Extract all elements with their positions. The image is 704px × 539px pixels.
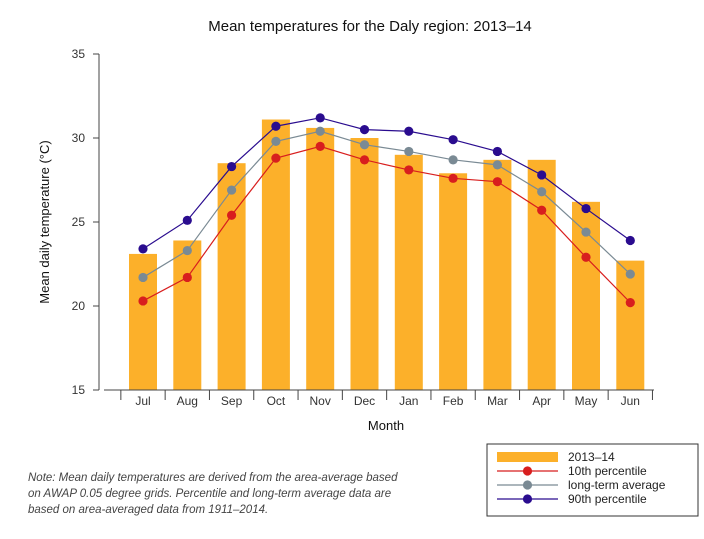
series-line-10th-percentile	[142, 145, 631, 304]
bar-oct	[261, 119, 290, 391]
bar-jan	[394, 154, 423, 390]
bar-apr	[527, 159, 556, 390]
legend-marker-long-term-average	[522, 480, 533, 490]
x-tick-label-nov: Nov	[310, 394, 331, 408]
point-90th-percentile-dec	[359, 125, 370, 135]
bars-layer	[129, 119, 645, 391]
point-long-term-average-feb	[448, 155, 458, 165]
point-long-term-average-aug	[182, 245, 192, 256]
y-tick-label-35: 35	[72, 47, 86, 61]
x-tick-label-dec: Dec	[354, 394, 375, 408]
y-tick-label-15: 15	[72, 383, 86, 397]
point-long-term-average-nov	[315, 126, 325, 136]
footnote: Note: Mean daily temperatures are derive…	[28, 472, 398, 516]
legend-marker-10th-percentile	[522, 466, 533, 476]
legend-label-10th-percentile: 10th percentile	[568, 464, 647, 478]
chart-title: Mean temperatures for the Daly region: 2…	[208, 18, 532, 35]
x-tick-label-apr: Apr	[532, 394, 551, 408]
point-long-term-average-sep	[227, 185, 237, 195]
lines-layer	[138, 113, 635, 308]
point-90th-percentile-apr	[537, 170, 547, 180]
point-long-term-average-apr	[537, 187, 547, 197]
point-10th-percentile-feb	[448, 173, 458, 183]
x-tick-label-jul: Jul	[135, 394, 150, 408]
y-axis-label: Mean daily temperature (°C)	[37, 140, 52, 303]
point-long-term-average-dec	[359, 140, 370, 150]
point-long-term-average-mar	[492, 160, 502, 170]
point-10th-percentile-oct	[271, 153, 281, 163]
x-tick-label-feb: Feb	[443, 394, 464, 408]
point-10th-percentile-sep	[227, 210, 237, 220]
point-90th-percentile-jun	[625, 235, 635, 246]
bar-feb	[439, 173, 468, 390]
series-line-long-term-average	[142, 130, 631, 278]
x-tick-label-jun: Jun	[621, 394, 640, 408]
point-90th-percentile-jul	[138, 244, 148, 254]
point-10th-percentile-jan	[404, 165, 414, 175]
point-90th-percentile-may	[581, 203, 591, 214]
bar-sep	[217, 163, 246, 390]
x-tick-label-may: May	[575, 394, 598, 408]
x-tick-label-mar: Mar	[487, 394, 508, 408]
x-tick-label-sep: Sep	[221, 394, 243, 408]
axes-layer: 15 20 25 30 35 Jul Aug Sep Oct Nov Dec Jan Feb Mar Apr…	[72, 47, 654, 408]
x-axis-label: Month	[368, 418, 404, 433]
legend-label-long-term-average: long-term average	[568, 478, 666, 492]
bar-jun	[616, 260, 645, 390]
x-tick-label-oct: Oct	[267, 394, 286, 408]
point-90th-percentile-aug	[182, 215, 192, 225]
point-10th-percentile-apr	[537, 205, 547, 215]
bar-mar	[483, 159, 512, 390]
y-tick-label-30: 30	[72, 131, 86, 145]
x-tick-label-aug: Aug	[177, 394, 198, 408]
point-90th-percentile-feb	[448, 135, 458, 145]
point-long-term-average-jan	[404, 146, 414, 157]
point-90th-percentile-mar	[492, 146, 502, 157]
legend-marker-90th-percentile	[522, 494, 533, 504]
point-90th-percentile-oct	[271, 121, 281, 131]
series-line-90th-percentile	[142, 117, 631, 250]
legend-label-bars: 2013–14	[568, 450, 615, 464]
legend-label-90th-percentile: 90th percentile	[568, 492, 647, 506]
y-tick-label-25: 25	[72, 215, 86, 229]
point-10th-percentile-mar	[492, 177, 502, 187]
point-long-term-average-jul	[138, 272, 148, 283]
bar-nov	[306, 127, 335, 391]
x-tick-label-jan: Jan	[399, 394, 418, 408]
point-long-term-average-jun	[625, 269, 635, 279]
point-10th-percentile-jun	[625, 298, 635, 308]
point-long-term-average-may	[581, 227, 591, 237]
y-tick-label-20: 20	[72, 299, 86, 313]
point-90th-percentile-sep	[227, 161, 237, 172]
point-10th-percentile-nov	[315, 141, 325, 151]
point-10th-percentile-may	[581, 252, 591, 262]
point-10th-percentile-jul	[138, 296, 148, 306]
bar-aug	[173, 240, 202, 390]
point-90th-percentile-nov	[315, 113, 325, 123]
point-long-term-average-oct	[271, 136, 281, 146]
point-10th-percentile-aug	[182, 272, 192, 283]
point-10th-percentile-dec	[359, 155, 370, 165]
point-90th-percentile-jan	[404, 126, 414, 136]
bar-dec	[350, 138, 379, 390]
legend-swatch-bars	[497, 452, 558, 462]
